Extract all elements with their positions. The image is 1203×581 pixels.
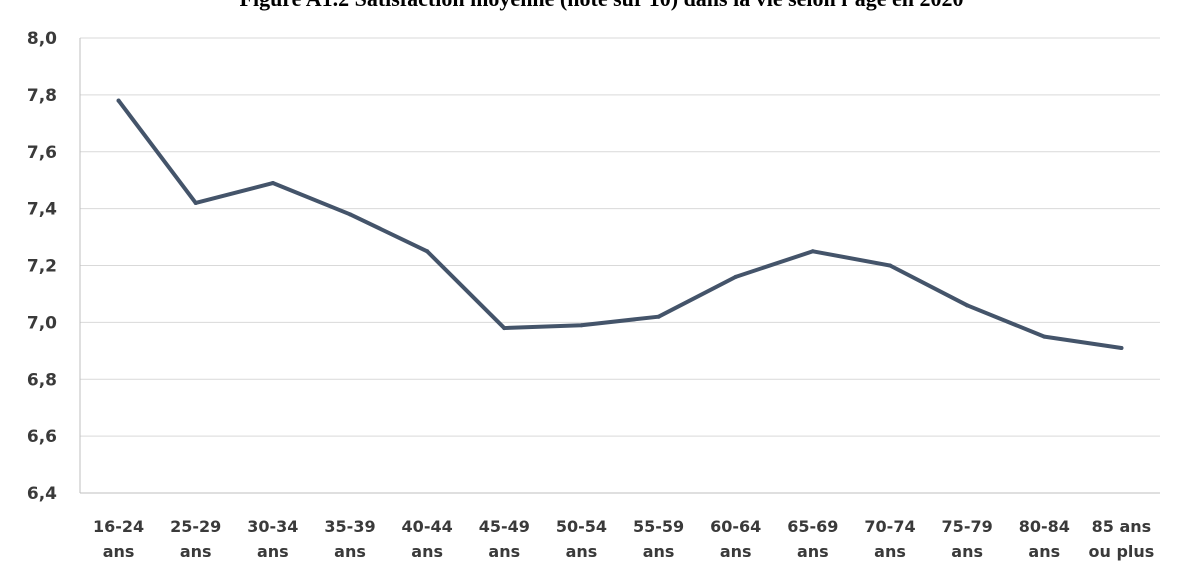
x-tick-label: 25-29 ans bbox=[170, 517, 221, 561]
x-tick-label: 65-69 ans bbox=[787, 517, 838, 561]
data-point bbox=[810, 249, 815, 254]
x-tick-label: 16-24 ans bbox=[93, 517, 144, 561]
y-tick-label: 7,4 bbox=[27, 200, 57, 220]
data-point bbox=[348, 212, 352, 217]
data-point bbox=[656, 314, 661, 319]
x-tick-label: 35-39 ans bbox=[324, 517, 375, 561]
data-point bbox=[888, 263, 892, 268]
data-point bbox=[1042, 334, 1047, 339]
y-tick-label: 6,6 bbox=[27, 427, 57, 447]
y-tick-label: 7,0 bbox=[27, 313, 57, 333]
data-point bbox=[270, 181, 275, 186]
data-point bbox=[502, 326, 507, 331]
y-axis-ticks: 6,4 6,6 6,8 7,0 7,2 7,4 7,6 7,8 8,0 bbox=[27, 29, 57, 504]
x-tick-label: 30-34 ans bbox=[247, 517, 298, 561]
x-tick-label: 40-44 ans bbox=[402, 517, 453, 561]
gridlines bbox=[80, 37, 1160, 437]
series-group bbox=[116, 98, 1124, 350]
x-axis-ticks: 16-24 ans 25-29 ans 30-34 ans 35-39 ans 40-44 ans… bbox=[93, 517, 1154, 561]
y-tick-label: 7,8 bbox=[27, 86, 57, 106]
x-tick-label: 85 ans ou plus bbox=[1089, 517, 1155, 561]
chart-title: Figure A1.2 Satisfaction moyenne (note s… bbox=[0, 0, 1203, 12]
data-point bbox=[116, 98, 121, 103]
data-point bbox=[965, 303, 970, 308]
data-point bbox=[193, 200, 198, 205]
data-point bbox=[1119, 345, 1124, 350]
x-tick-label: 80-84 ans bbox=[1019, 517, 1070, 561]
y-tick-label: 7,6 bbox=[27, 143, 57, 163]
y-tick-label: 8,0 bbox=[27, 29, 57, 49]
y-tick-label: 6,4 bbox=[27, 484, 57, 504]
x-tick-label: 60-64 ans bbox=[710, 517, 761, 561]
data-point bbox=[579, 323, 584, 328]
x-tick-label: 50-54 ans bbox=[556, 517, 607, 561]
y-tick-label: 6,8 bbox=[27, 370, 57, 390]
series-line bbox=[116, 98, 1124, 350]
x-tick-label: 55-59 ans bbox=[633, 517, 684, 561]
x-tick-label: 75-79 ans bbox=[942, 517, 993, 561]
y-tick-label: 7,2 bbox=[27, 257, 57, 277]
x-tick-label: 45-49 ans bbox=[479, 517, 530, 561]
data-point bbox=[733, 274, 738, 279]
data-point bbox=[425, 249, 430, 254]
axes bbox=[79, 38, 1160, 494]
x-tick-label: 70-74 ans bbox=[864, 517, 915, 561]
